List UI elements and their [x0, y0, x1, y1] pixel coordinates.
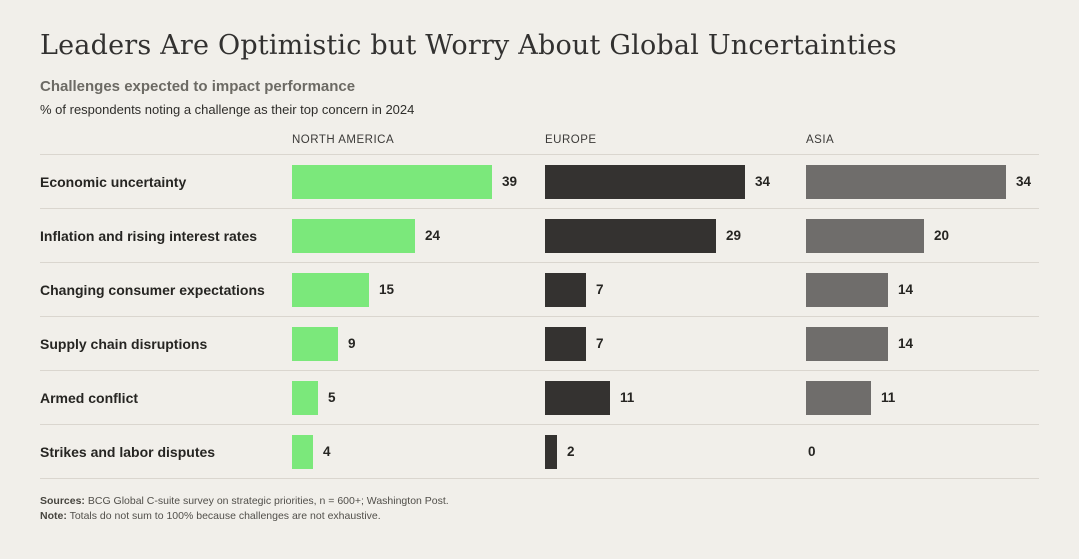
bar	[806, 326, 888, 361]
row-label: Supply chain disruptions	[40, 335, 208, 352]
bar-value: 14	[898, 282, 914, 297]
sources-text: BCG Global C-suite survey on strategic p…	[84, 495, 449, 507]
table-row: Armed conflict 5 11 11	[40, 371, 1039, 425]
note-label: Note:	[40, 510, 67, 523]
bar-value: 7	[596, 336, 604, 351]
column-header-row: NORTH AMERICA EUROPE ASIA	[40, 134, 1039, 155]
bar-cell-europe: 29	[545, 209, 806, 262]
table-row: Changing consumer expectations 15 7 14	[40, 263, 1039, 317]
bar-value: 29	[726, 228, 742, 243]
bar-value: 11	[881, 390, 896, 405]
column-header-north-america: NORTH AMERICA	[292, 134, 395, 146]
bar-cell-europe: 34	[545, 155, 806, 208]
bar-value: 24	[425, 228, 441, 243]
bar-cell-europe: 7	[545, 263, 806, 316]
chart-subtitle: Challenges expected to impact performanc…	[40, 78, 356, 95]
bar-cell-europe: 11	[545, 371, 806, 424]
bar-cell-europe: 7	[545, 317, 806, 370]
bar-cell-asia: 14	[806, 263, 1039, 316]
bar	[292, 218, 415, 253]
bar	[292, 272, 369, 307]
bar-cell-north-america: 9	[292, 317, 545, 370]
row-label: Armed conflict	[40, 389, 139, 406]
bar	[545, 326, 586, 361]
table-row: Inflation and rising interest rates 24 29 2…	[40, 209, 1039, 263]
bar-value: 20	[934, 228, 950, 243]
bar	[292, 380, 318, 415]
bar-cell-asia: 20	[806, 209, 1039, 262]
chart-title: Leaders Are Optimistic but Worry About G…	[40, 30, 897, 61]
bar-value: 15	[379, 282, 395, 297]
bar	[806, 380, 871, 415]
column-header-asia: ASIA	[806, 134, 835, 146]
bar-cell-north-america: 4	[292, 425, 545, 478]
bar-cell-asia: 11	[806, 371, 1039, 424]
bar-value: 0	[808, 444, 816, 459]
bar-cell-north-america: 15	[292, 263, 545, 316]
bar	[292, 164, 492, 199]
bar	[545, 164, 745, 199]
table-row: Economic uncertainty 39 34 34	[40, 155, 1039, 209]
bar	[545, 218, 716, 253]
bar-value: 34	[755, 174, 771, 189]
bar-value: 39	[502, 174, 518, 189]
bar-value: 9	[348, 336, 356, 351]
row-label: Inflation and rising interest rates	[40, 227, 258, 244]
bar	[292, 434, 313, 469]
table-row: Supply chain disruptions 9 7 14	[40, 317, 1039, 371]
bar-value: 34	[1016, 174, 1032, 189]
bar-value: 11	[620, 390, 635, 405]
row-label: Changing consumer expectations	[40, 281, 265, 298]
bar-cell-north-america: 39	[292, 155, 545, 208]
bar	[806, 218, 924, 253]
bar-value: 5	[328, 390, 336, 405]
chart-description: % of respondents noting a challenge as t…	[40, 102, 415, 117]
bar-cell-north-america: 24	[292, 209, 545, 262]
bar-cell-asia: 14	[806, 317, 1039, 370]
column-header-europe: EUROPE	[545, 134, 597, 146]
bar	[545, 434, 557, 469]
bar-cell-asia: 0	[806, 425, 1039, 478]
sources-line: Sources: BCG Global C-suite survey on st…	[40, 494, 1039, 509]
bar-cell-north-america: 5	[292, 371, 545, 424]
note-text: Totals do not sum to 100% because challe…	[66, 510, 381, 523]
note-line: Note: Totals do not sum to 100% because …	[40, 509, 1039, 524]
bar	[806, 272, 888, 307]
bar	[545, 272, 586, 307]
row-label: Economic uncertainty	[40, 173, 187, 190]
row-label: Strikes and labor disputes	[40, 443, 216, 460]
chart-rows: Economic uncertainty 39 34 34 Inflation and …	[40, 155, 1039, 479]
bar	[545, 380, 610, 415]
bar	[806, 164, 1006, 199]
table-row: Strikes and labor disputes 4 2 0	[40, 425, 1039, 479]
bar-value: 4	[323, 444, 331, 459]
bar-value: 2	[567, 444, 575, 459]
bar-cell-europe: 2	[545, 425, 806, 478]
bar-value: 14	[898, 336, 914, 351]
bar-value: 7	[596, 282, 604, 297]
chart-footnotes: Sources: BCG Global C-suite survey on st…	[40, 494, 1039, 524]
bar-cell-asia: 34	[806, 155, 1039, 208]
bar	[292, 326, 338, 361]
sources-label: Sources:	[40, 495, 85, 507]
